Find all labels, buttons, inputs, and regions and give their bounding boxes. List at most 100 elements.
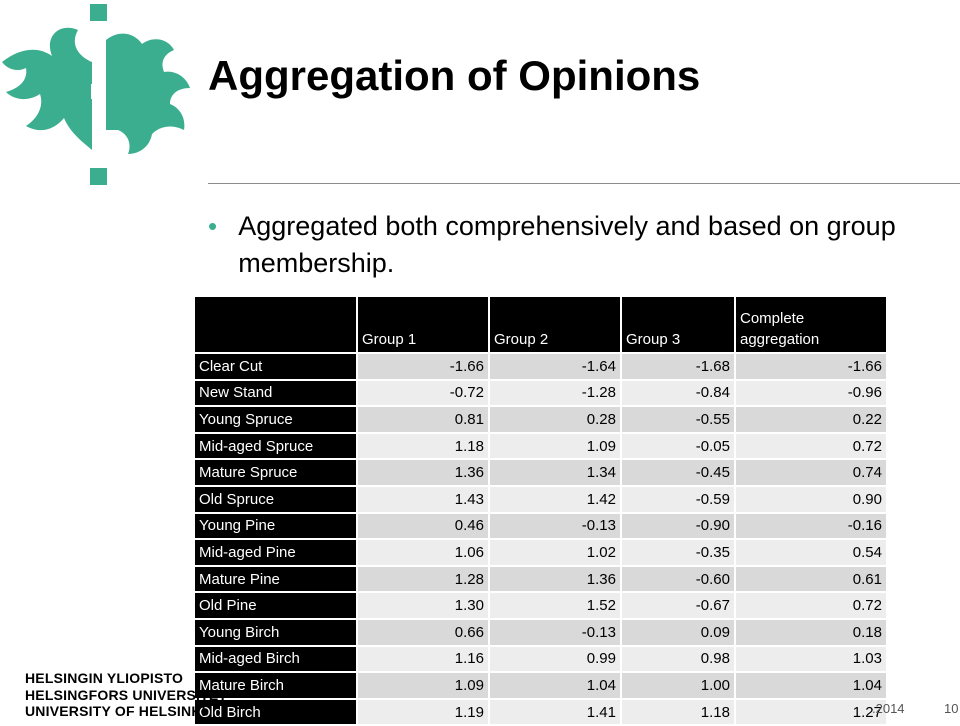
cell-value: 0.22 bbox=[736, 407, 886, 432]
cell-value: -0.84 bbox=[622, 380, 734, 406]
cell-value: 0.28 bbox=[490, 407, 620, 432]
row-label: Old Pine bbox=[195, 593, 356, 618]
cell-value: -1.68 bbox=[622, 354, 734, 379]
table-row: Young Pine 0.46 -0.13 -0.90 -0.16 bbox=[195, 513, 886, 539]
page-number: 10 bbox=[944, 701, 959, 716]
cell-value: 0.54 bbox=[736, 540, 886, 565]
cell-value: 0.72 bbox=[736, 433, 886, 459]
bullet-text: Aggregated both comprehensively and base… bbox=[238, 211, 896, 278]
cell-value: 0.74 bbox=[736, 460, 886, 485]
cell-value: -0.13 bbox=[490, 513, 620, 539]
table-row: Mid-aged Birch 1.16 0.99 0.98 1.03 bbox=[195, 646, 886, 672]
row-label: Old Birch bbox=[195, 699, 356, 725]
header-group-1: Group 1 bbox=[358, 297, 488, 352]
cell-value: 0.90 bbox=[736, 486, 886, 512]
footer-date: .2014 bbox=[872, 701, 905, 716]
cell-value: 1.34 bbox=[490, 460, 620, 485]
cell-value: -1.28 bbox=[490, 380, 620, 406]
cell-value: 1.18 bbox=[358, 433, 488, 459]
header-complete-aggregation: Complete aggregation bbox=[736, 297, 886, 352]
row-label: Clear Cut bbox=[195, 354, 356, 379]
cell-value: -0.13 bbox=[490, 619, 620, 645]
cell-value: -0.96 bbox=[736, 380, 886, 406]
table-row: Young Birch 0.66 -0.13 0.09 0.18 bbox=[195, 619, 886, 645]
bullet-point: • Aggregated both comprehensively and ba… bbox=[208, 208, 928, 282]
table-row: Mid-aged Spruce 1.18 1.09 -0.05 0.72 bbox=[195, 433, 886, 459]
cell-value: 1.09 bbox=[490, 433, 620, 459]
cell-value: 1.28 bbox=[358, 566, 488, 592]
university-flame-logo bbox=[2, 4, 190, 185]
cell-value: 1.27 bbox=[736, 699, 886, 725]
logo-center-square bbox=[91, 84, 106, 99]
logo-square-top bbox=[90, 4, 107, 21]
row-label: New Stand bbox=[195, 380, 356, 406]
table-header-row: Group 1 Group 2 Group 3 Complete aggrega… bbox=[195, 297, 886, 352]
cell-value: 1.41 bbox=[490, 699, 620, 725]
cell-value: -0.55 bbox=[622, 407, 734, 432]
cell-value: 1.03 bbox=[736, 646, 886, 672]
cell-value: -0.72 bbox=[358, 380, 488, 406]
cell-value: -0.16 bbox=[736, 513, 886, 539]
cell-value: -0.67 bbox=[622, 593, 734, 618]
cell-value: 0.66 bbox=[358, 619, 488, 645]
row-label: Mid-aged Pine bbox=[195, 540, 356, 565]
logo-square-bottom bbox=[90, 168, 107, 185]
cell-value: 0.99 bbox=[490, 646, 620, 672]
cell-value: 1.04 bbox=[736, 673, 886, 698]
table-row: Mid-aged Pine 1.06 1.02 -0.35 0.54 bbox=[195, 540, 886, 565]
table-row: Mature Spruce 1.36 1.34 -0.45 0.74 bbox=[195, 460, 886, 485]
cell-value: 1.16 bbox=[358, 646, 488, 672]
header-empty bbox=[195, 297, 356, 352]
table-row: Old Spruce 1.43 1.42 -0.59 0.90 bbox=[195, 486, 886, 512]
cell-value: 0.72 bbox=[736, 593, 886, 618]
opinion-aggregation-table: Group 1 Group 2 Group 3 Complete aggrega… bbox=[193, 295, 888, 726]
row-label: Old Spruce bbox=[195, 486, 356, 512]
table-row: Mature Birch 1.09 1.04 1.00 1.04 bbox=[195, 673, 886, 698]
cell-value: 0.61 bbox=[736, 566, 886, 592]
table-row: Young Spruce 0.81 0.28 -0.55 0.22 bbox=[195, 407, 886, 432]
row-label: Young Pine bbox=[195, 513, 356, 539]
title-divider bbox=[208, 183, 960, 184]
university-name-en: UNIVERSITY OF HELSINKI bbox=[25, 703, 206, 719]
cell-value: 0.18 bbox=[736, 619, 886, 645]
row-label: Young Spruce bbox=[195, 407, 356, 432]
cell-value: 0.46 bbox=[358, 513, 488, 539]
header-group-2: Group 2 bbox=[490, 297, 620, 352]
table-row: Mature Pine 1.28 1.36 -0.60 0.61 bbox=[195, 566, 886, 592]
cell-value: 0.09 bbox=[622, 619, 734, 645]
cell-value: -0.05 bbox=[622, 433, 734, 459]
row-label: Mature Spruce bbox=[195, 460, 356, 485]
cell-value: 1.06 bbox=[358, 540, 488, 565]
row-label: Mature Birch bbox=[195, 673, 356, 698]
table-row: Clear Cut -1.66 -1.64 -1.68 -1.66 bbox=[195, 354, 886, 379]
university-wordmark: HELSINGIN YLIOPISTO HELSINGFORS UNIVERSI… bbox=[25, 670, 227, 720]
cell-value: 1.52 bbox=[490, 593, 620, 618]
logo-flame-left bbox=[2, 27, 92, 151]
table-row: Old Pine 1.30 1.52 -0.67 0.72 bbox=[195, 593, 886, 618]
cell-value: 1.19 bbox=[358, 699, 488, 725]
cell-value: 1.18 bbox=[622, 699, 734, 725]
row-label: Mid-aged Birch bbox=[195, 646, 356, 672]
cell-value: 1.36 bbox=[358, 460, 488, 485]
cell-value: -1.64 bbox=[490, 354, 620, 379]
logo-flame-right bbox=[106, 33, 190, 155]
cell-value: 1.04 bbox=[490, 673, 620, 698]
cell-value: -0.90 bbox=[622, 513, 734, 539]
row-label: Mid-aged Spruce bbox=[195, 433, 356, 459]
bullet-dot-icon: • bbox=[208, 211, 218, 241]
cell-value: 1.42 bbox=[490, 486, 620, 512]
cell-value: -0.60 bbox=[622, 566, 734, 592]
cell-value: 1.02 bbox=[490, 540, 620, 565]
cell-value: -0.59 bbox=[622, 486, 734, 512]
table-row: Old Birch 1.19 1.41 1.18 1.27 bbox=[195, 699, 886, 725]
university-name-fi: HELSINGIN YLIOPISTO bbox=[25, 670, 184, 686]
cell-value: 1.09 bbox=[358, 673, 488, 698]
cell-value: 0.98 bbox=[622, 646, 734, 672]
row-label: Young Birch bbox=[195, 619, 356, 645]
university-name-sv: HELSINGFORS UNIVERSITET bbox=[25, 686, 228, 703]
cell-value: 1.36 bbox=[490, 566, 620, 592]
cell-value: 0.81 bbox=[358, 407, 488, 432]
cell-value: -1.66 bbox=[736, 354, 886, 379]
cell-value: 1.00 bbox=[622, 673, 734, 698]
slide-title: Aggregation of Opinions bbox=[208, 52, 701, 99]
